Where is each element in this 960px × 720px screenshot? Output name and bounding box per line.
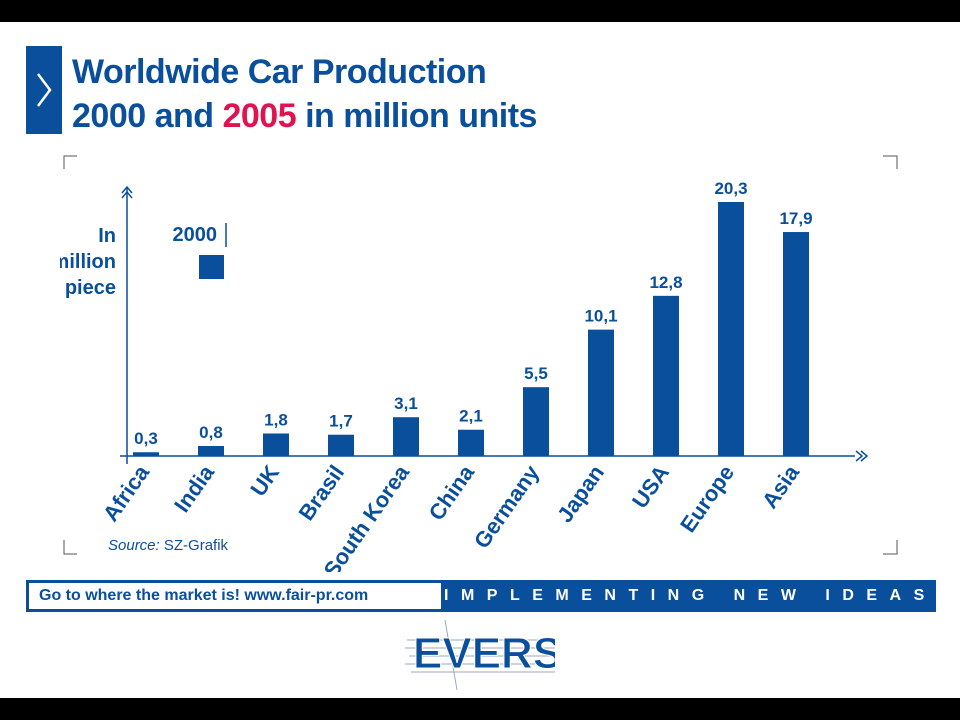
- bar: [458, 429, 484, 456]
- footer-slogan: Go to where the market is! www.fair-pr.c…: [29, 583, 441, 609]
- data-label: 0,3: [134, 429, 158, 448]
- data-label: 10,1: [584, 307, 617, 326]
- title-prefix: 2000 and: [72, 97, 223, 135]
- legend-label: 2000: [173, 224, 218, 246]
- chevron-right-icon: [26, 46, 62, 134]
- data-label: 2,1: [459, 407, 483, 426]
- bar: [393, 417, 419, 456]
- bar: [198, 445, 224, 456]
- bar: [718, 202, 744, 456]
- data-label: 5,5: [524, 364, 548, 383]
- y-axis-arrow: [121, 185, 133, 194]
- evers-logo: EVERS: [405, 620, 555, 690]
- chart-title: Worldwide Car Production 2000 and 2005 i…: [72, 50, 537, 138]
- y-axis-label: In million piece: [60, 225, 116, 299]
- data-label: 17,9: [779, 209, 812, 228]
- category-tick-label: India: [169, 460, 219, 517]
- y-axis-label-line: In: [98, 225, 116, 247]
- frame-corner-bottom-left: [63, 540, 77, 555]
- frame-corner-top-left: [63, 155, 77, 169]
- data-label: 1,8: [264, 410, 288, 429]
- bar-chart: In million piece 2000 0,3 0,8 1,8 1,7 3,1 2,1 5,…: [60, 155, 898, 572]
- x-axis-arrow: [855, 450, 864, 462]
- y-axis-label-line: piece: [65, 277, 116, 299]
- bar: [133, 452, 159, 456]
- category-tick-label: Asia: [757, 460, 805, 513]
- category-tick-label: China: [424, 460, 480, 525]
- frame-corner-top-right: [883, 155, 898, 169]
- category-tick-label: Germany: [469, 460, 545, 553]
- slide: Worldwide Car Production 2000 and 2005 i…: [0, 22, 960, 698]
- data-label: 1,7: [329, 412, 353, 431]
- bar: [263, 433, 289, 456]
- bar: [783, 232, 809, 456]
- footer-bar: Go to where the market is! www.fair-pr.c…: [26, 580, 936, 612]
- category-tick-label: Japan: [552, 461, 609, 527]
- bar: [328, 434, 354, 456]
- title-suffix: in million units: [296, 97, 537, 135]
- frame-corner-bottom-right: [883, 540, 898, 555]
- source-note: Source: SZ-Grafik: [108, 537, 228, 554]
- category-tick-label: Africa: [98, 460, 155, 526]
- bar: [653, 295, 679, 456]
- title-line-1: Worldwide Car Production: [72, 53, 487, 91]
- bar: [588, 329, 614, 456]
- data-label: 12,8: [649, 273, 682, 292]
- title-line-2: 2000 and 2005 in million units: [72, 94, 537, 138]
- category-tick-label: Europe: [675, 461, 739, 537]
- category-tick-label: USA: [627, 460, 674, 512]
- x-axis-arrow-inner: [860, 450, 869, 462]
- legend-swatch: [199, 255, 224, 279]
- category-tick-label: UK: [245, 460, 284, 500]
- data-label: 0,8: [199, 423, 223, 442]
- data-label: 3,1: [394, 394, 418, 413]
- legend: 2000: [173, 223, 227, 279]
- source-label: Source:: [108, 537, 160, 554]
- footer-tagline: IMPLEMENTING NEW IDEAS: [444, 587, 937, 604]
- data-label: 20,3: [714, 179, 747, 198]
- logo-text: EVERS: [413, 629, 555, 678]
- category-tick-label: Brasil: [294, 461, 350, 525]
- source-text: SZ-Grafik: [159, 537, 229, 554]
- bar: [523, 387, 549, 456]
- y-axis-label-line: million: [60, 251, 116, 273]
- y-axis-arrow-inner: [121, 190, 133, 199]
- title-highlight-year: 2005: [222, 97, 297, 135]
